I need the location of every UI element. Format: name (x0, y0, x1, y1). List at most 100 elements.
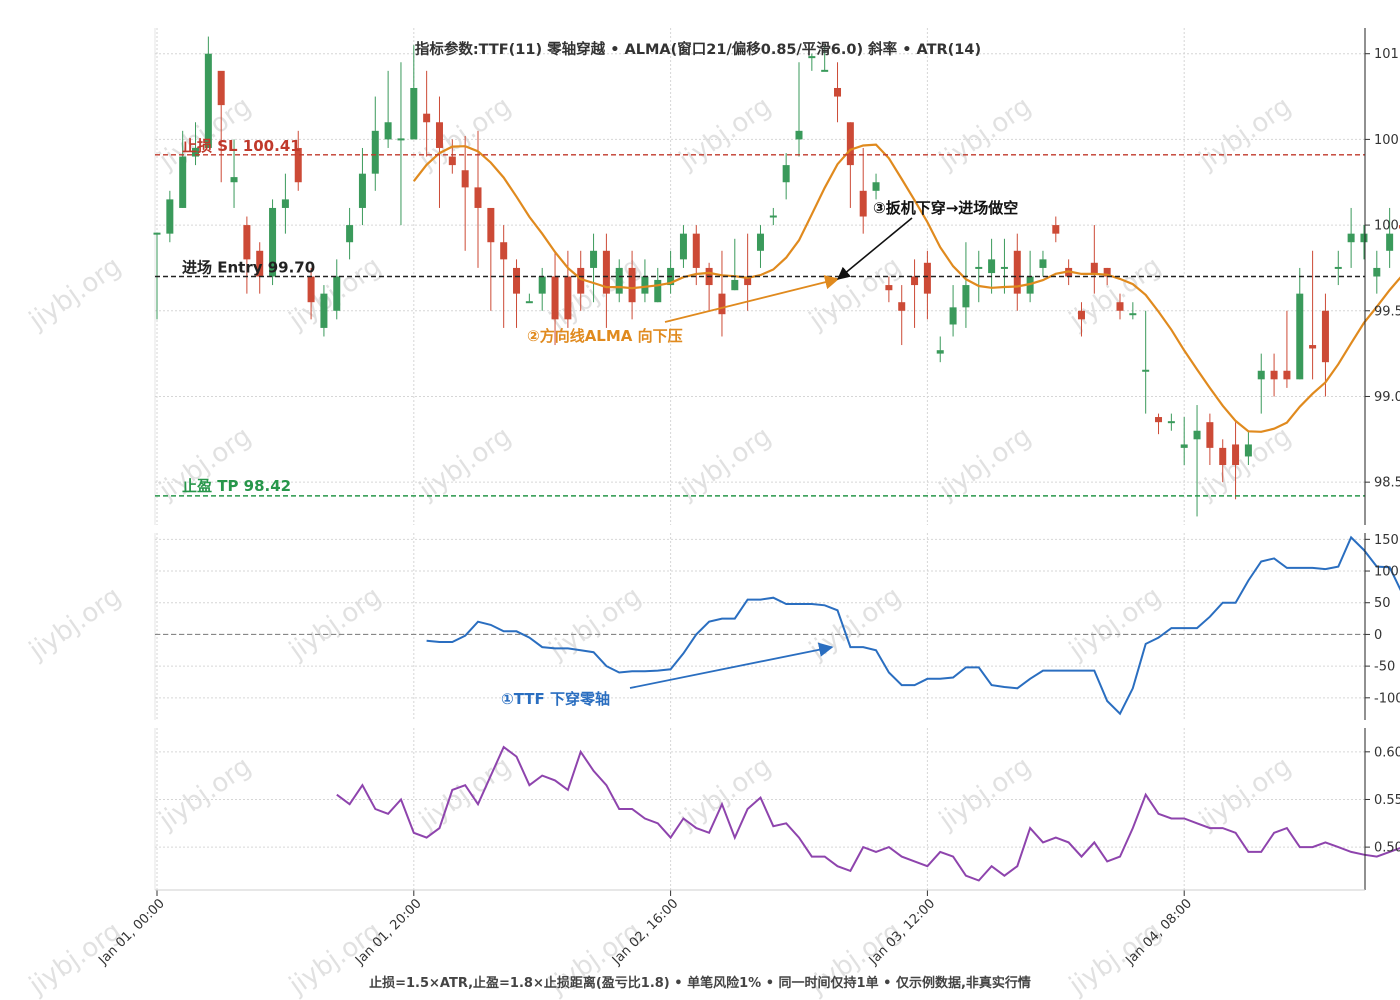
candle-body-down (859, 190, 867, 217)
candle-body-down (1219, 447, 1227, 466)
price-panel: 止损 SL 100.41 进场 Entry 99.70 止盈 TP 98.42 ②方向… (153, 36, 1400, 517)
candle-body-up (1257, 370, 1265, 380)
candle-body-down (1270, 370, 1278, 380)
candle-body-up (384, 122, 392, 140)
candle-body-up (1296, 293, 1304, 380)
candle-body-up (590, 250, 598, 268)
atr-panel (336, 745, 1400, 882)
candle-body-down (435, 122, 443, 148)
candle-body-down (307, 276, 315, 303)
candle-body-down (1283, 370, 1291, 380)
y-tick-label: 150 (1374, 533, 1399, 548)
candle-body-down (1103, 267, 1111, 277)
candle-body-up (679, 233, 687, 260)
candle-body-up (872, 182, 880, 191)
candle-body-down (256, 250, 264, 277)
candle-body-up (821, 69, 829, 72)
candle-body-down (217, 70, 225, 106)
candle-body-up (1039, 259, 1047, 268)
candle-body-up (538, 276, 546, 294)
candle-body-up (397, 138, 405, 141)
y-tick-label: 99.0 (1374, 390, 1400, 405)
annotation-2-label: ②方向线ALMA 向下压 (527, 327, 683, 345)
candle-body-down (1013, 250, 1021, 294)
candle-body-down (911, 276, 919, 286)
candle-body-down (474, 187, 482, 208)
candle-body-down (744, 276, 752, 286)
candle-body-up (1386, 233, 1394, 251)
entry-label: 进场 Entry 99.70 (182, 259, 315, 277)
candle-body-up (1347, 233, 1355, 243)
candle-body-up (962, 285, 970, 308)
candle-body-up (1373, 267, 1381, 277)
candle-body-down (1052, 225, 1060, 234)
y-tick-label: 100.0 (1374, 219, 1400, 234)
candle-body-down (1206, 422, 1214, 448)
candle-body-down (885, 285, 893, 291)
y-tick-label: 0 (1374, 628, 1382, 643)
candle-body-up (641, 276, 649, 294)
candle-body-up (731, 279, 739, 291)
candle-body-down (1155, 417, 1163, 423)
candle-body-up (410, 87, 418, 140)
candle-body-up (1129, 313, 1137, 316)
candle-body-down (1232, 444, 1240, 466)
candle-body-down (487, 207, 495, 243)
candle-body-up (153, 232, 161, 235)
y-tick-label: 99.5 (1374, 304, 1400, 319)
candle-body-down (500, 242, 508, 260)
y-tick-label: 0.50 (1374, 841, 1400, 856)
annotation-3-label: ③扳机下穿→进场做空 (873, 199, 1018, 217)
candle-body-down (294, 147, 302, 183)
candle-body-up (1334, 266, 1342, 269)
candle-body-up (615, 267, 623, 294)
candle-body-down (577, 267, 585, 294)
candle-body-up (1193, 430, 1201, 440)
candle-body-up (936, 350, 944, 354)
candle-body-down (834, 87, 842, 97)
candle-body-up (320, 293, 328, 328)
candle-body-down (1398, 225, 1400, 229)
candle-body-up (1180, 444, 1188, 448)
candle-body-up (192, 147, 200, 157)
candle-body-down (1321, 310, 1329, 363)
candle-body-up (204, 53, 212, 148)
y-tick-label: 100.5 (1374, 133, 1400, 148)
candle-body-up (782, 165, 790, 183)
candle-body-down (602, 250, 610, 294)
take-profit-label: 止盈 TP 98.42 (182, 477, 291, 495)
candle-body-up (949, 307, 957, 325)
candle-body-up (1000, 266, 1008, 269)
candle-body-down (1116, 302, 1124, 311)
candle-body-up (269, 207, 277, 277)
candle-body-up (371, 130, 379, 174)
candle-body-down (513, 267, 521, 294)
candle-body-up (769, 215, 777, 218)
ttf-line (426, 535, 1400, 716)
candle-body-down (564, 276, 572, 320)
candle-body-up (988, 259, 996, 274)
candle-body-down (692, 233, 700, 268)
candle-body-down (461, 170, 469, 188)
candle-body-down (448, 156, 456, 166)
candle-body-down (243, 225, 251, 260)
candle-body-down (551, 276, 559, 320)
candle-body-up (333, 276, 341, 311)
candle-body-down (898, 302, 906, 311)
candle-body-up (1167, 421, 1175, 424)
candle-body-down (628, 267, 636, 303)
candle-body-up (975, 266, 983, 269)
y-tick-label: 50 (1374, 596, 1391, 611)
candle-body-up (346, 225, 354, 243)
candle-body-up (756, 233, 764, 251)
annotation-3-arrow (837, 217, 913, 280)
candle-body-down (923, 262, 931, 294)
candle-body-up (654, 279, 662, 303)
candle-body-up (808, 56, 816, 59)
y-tick-label: -50 (1374, 660, 1395, 675)
y-tick-label: 0.55 (1374, 793, 1400, 808)
candle-body-up (1142, 369, 1150, 372)
alma-line (412, 143, 1400, 433)
candle-body-down (718, 293, 726, 315)
